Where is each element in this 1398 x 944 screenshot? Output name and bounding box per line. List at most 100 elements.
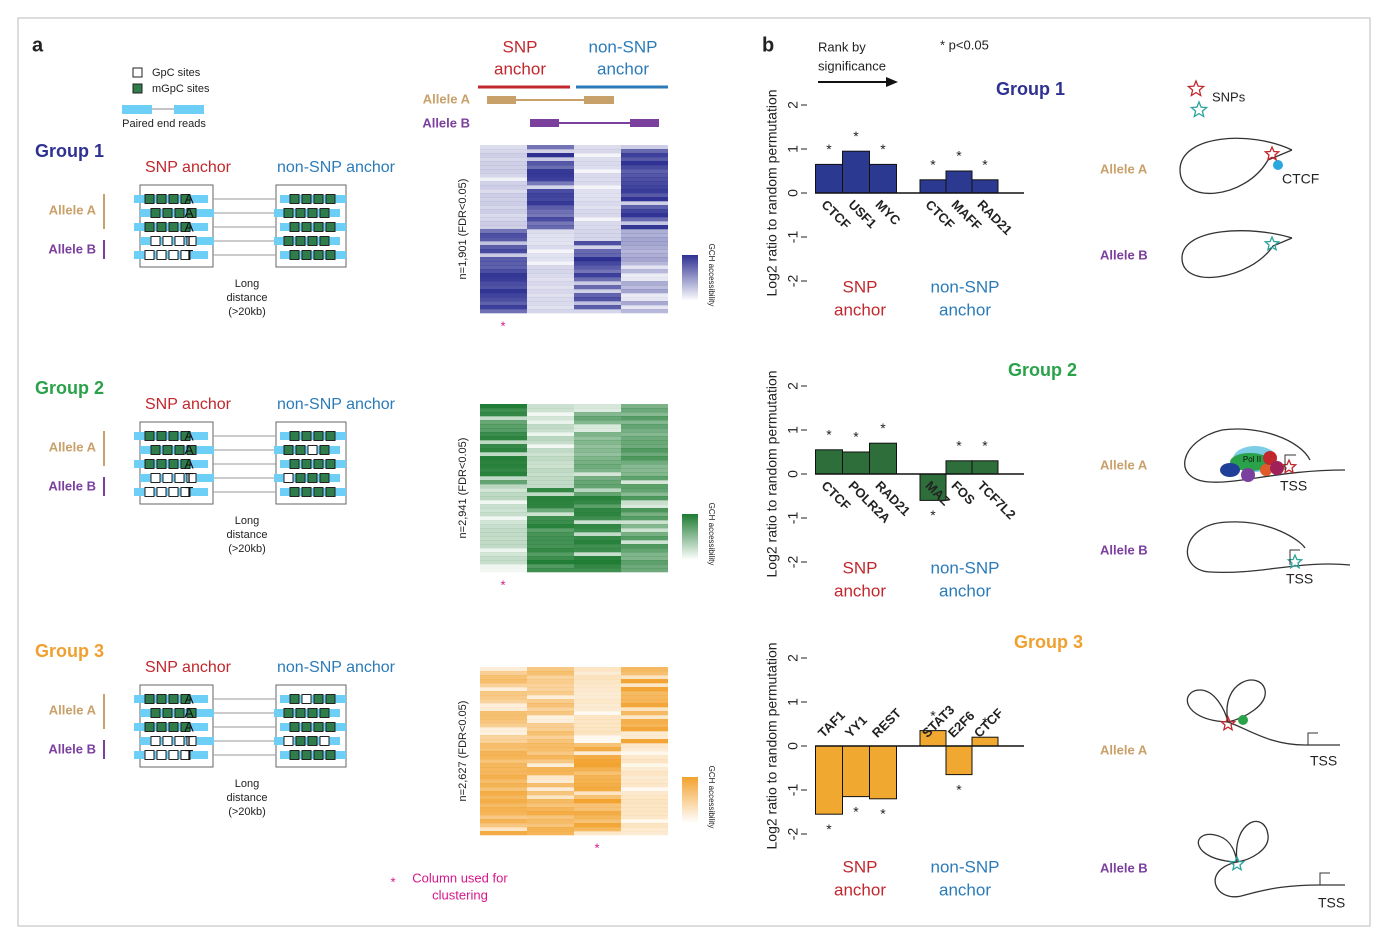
heat-cell xyxy=(527,404,574,409)
heat-cell xyxy=(527,245,574,250)
heat-cell xyxy=(480,225,527,230)
significance-star: * xyxy=(982,157,988,173)
chromatin xyxy=(1179,137,1293,195)
heat-cell xyxy=(480,309,527,314)
heat-cell xyxy=(480,269,527,274)
heat-cell xyxy=(527,791,574,796)
heat-cell xyxy=(527,711,574,716)
heat-cell xyxy=(621,460,668,465)
heat-cell xyxy=(480,145,527,150)
distance-text: Long xyxy=(235,515,259,527)
read xyxy=(280,751,346,759)
site xyxy=(307,236,318,246)
tss-arrow xyxy=(1307,732,1318,745)
significance-star: * xyxy=(853,803,859,819)
heat-cell xyxy=(480,217,527,222)
header-nonsnp: non-SNP xyxy=(589,37,658,56)
heat-cell xyxy=(480,444,527,449)
allele-letter: A xyxy=(184,191,194,207)
legend-text: mGpC sites xyxy=(152,83,210,95)
y-tick-label: 0 xyxy=(785,189,801,197)
heat-cell xyxy=(621,237,668,242)
heat-cell xyxy=(480,305,527,310)
heat-cell xyxy=(574,157,621,162)
heat-cell xyxy=(621,540,668,545)
heat-cell xyxy=(480,568,527,573)
header-snp: anchor xyxy=(494,59,546,78)
heat-cell xyxy=(574,285,621,290)
heat-cell xyxy=(480,428,527,433)
heat-cell xyxy=(621,763,668,768)
heat-cell xyxy=(621,508,668,513)
heat-cell xyxy=(527,460,574,465)
heat-cell xyxy=(480,480,527,485)
heat-cell xyxy=(527,771,574,776)
site xyxy=(295,236,306,246)
y-tick-label: -2 xyxy=(785,275,801,288)
y-tick-label: -1 xyxy=(785,512,801,525)
heat-cell xyxy=(621,412,668,417)
distance-text: Long xyxy=(235,778,259,790)
site xyxy=(156,722,167,732)
heat-cell xyxy=(621,189,668,194)
heat-cell xyxy=(527,699,574,704)
heat-cell xyxy=(574,568,621,573)
heat-cell xyxy=(574,827,621,832)
tss-arrow xyxy=(1284,454,1296,470)
site xyxy=(283,473,294,483)
heat-cell xyxy=(527,273,574,278)
heat-cell xyxy=(527,261,574,266)
heat-cell xyxy=(621,480,668,485)
heat-cell xyxy=(527,412,574,417)
heat-cell xyxy=(480,779,527,784)
heat-cell xyxy=(480,209,527,214)
heat-cell xyxy=(527,500,574,505)
read xyxy=(487,96,516,104)
heat-cell xyxy=(621,448,668,453)
footnote-text: Column used for xyxy=(412,870,508,885)
site xyxy=(313,194,324,204)
read xyxy=(280,723,346,731)
heat-cell xyxy=(574,241,621,246)
heat-cell xyxy=(574,173,621,178)
distance-text: Long xyxy=(235,278,259,290)
heat-cell xyxy=(480,456,527,461)
heat-cell xyxy=(621,831,668,836)
heat-cell xyxy=(574,185,621,190)
site xyxy=(180,222,191,232)
heat-cell xyxy=(527,536,574,541)
site xyxy=(162,208,173,218)
site xyxy=(174,208,185,218)
heat-cell xyxy=(480,412,527,417)
colorbar-label: GCH accessibility xyxy=(707,503,716,566)
bar xyxy=(919,179,947,194)
heat-cell xyxy=(621,528,668,533)
significance-star: * xyxy=(930,707,936,723)
heat-cell xyxy=(621,687,668,692)
heat-cell xyxy=(574,253,621,258)
heat-cell xyxy=(621,436,668,441)
site xyxy=(168,694,179,704)
heat-cell xyxy=(527,229,574,234)
heat-cell xyxy=(480,771,527,776)
allele-b: Allele B xyxy=(48,241,96,256)
site xyxy=(156,222,167,232)
site xyxy=(283,236,294,246)
heat-cell xyxy=(621,285,668,290)
site xyxy=(313,750,324,760)
heat-cell xyxy=(480,464,527,469)
heat-cell xyxy=(621,504,668,509)
heat-cell xyxy=(480,791,527,796)
heat-cell xyxy=(527,799,574,804)
site xyxy=(295,708,306,718)
heat-cell xyxy=(621,691,668,696)
heat-cell xyxy=(574,783,621,788)
heat-cell xyxy=(574,779,621,784)
heat-cell xyxy=(574,815,621,820)
heat-cell xyxy=(574,301,621,306)
distance-text: distance xyxy=(227,792,268,804)
heat-cell xyxy=(480,181,527,186)
group-label: non-SNP xyxy=(931,558,1000,577)
allele-letter: T xyxy=(185,470,194,486)
